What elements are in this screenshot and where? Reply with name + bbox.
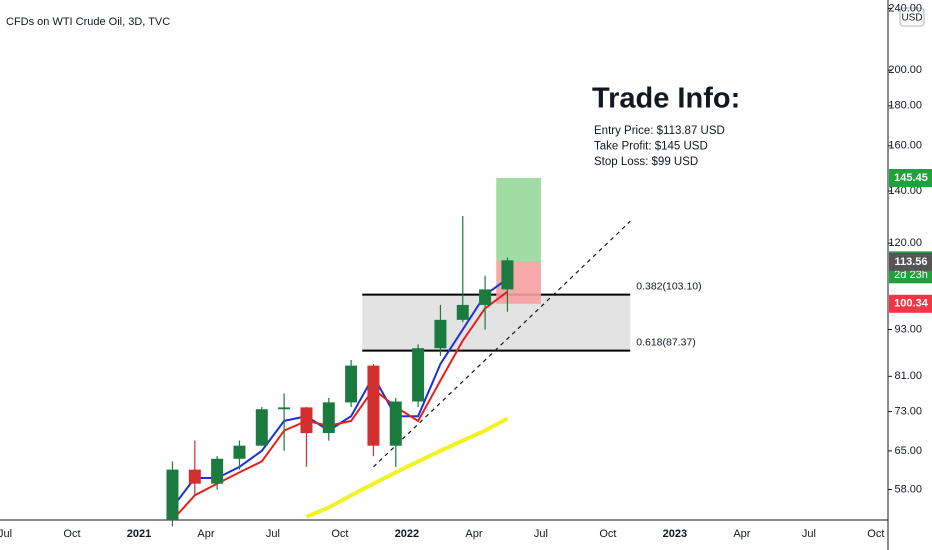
fib-zone [362, 294, 631, 351]
price-badge [889, 252, 932, 271]
x-tick-label: Oct [867, 528, 884, 540]
y-tick-label: 140.00 [888, 185, 922, 197]
x-tick-label: 2022 [395, 528, 419, 540]
candle-body [456, 304, 469, 320]
y-tick-label: 73.00 [894, 405, 922, 417]
x-tick-label: Jul [0, 528, 12, 540]
price-badge-countdown: 2d 23h [894, 269, 928, 281]
y-tick-label: 81.00 [894, 370, 922, 382]
annotation-line: Stop Loss: $99 USD [594, 156, 698, 168]
moving-average-line [171, 290, 509, 521]
candle-body [501, 260, 514, 290]
y-tick-label: 120.00 [888, 237, 922, 249]
price-badge-label: 113.56 [894, 256, 927, 268]
candle-body [322, 402, 335, 434]
plot-layer: 0.382(103.10) 0.618(87.37) [166, 178, 702, 527]
x-tick-label: Oct [331, 528, 348, 540]
y-tick-label: 58.00 [894, 483, 922, 495]
trend-line [373, 220, 631, 468]
annotation-line: Take Profit: $145 USD [594, 141, 708, 153]
annotation-line: Entry Price: $113.87 USD [594, 125, 725, 137]
y-tick-label: 200.00 [888, 64, 922, 76]
candle-body [278, 407, 291, 410]
moving-average-line [305, 416, 509, 519]
x-tick-label: 2023 [663, 528, 687, 540]
x-tick-label: Oct [63, 528, 80, 540]
candle-body [188, 469, 201, 484]
take-profit-zone [496, 178, 541, 261]
x-tick-label: Jul [266, 528, 280, 540]
price-badge [889, 294, 932, 313]
price-badge [889, 169, 932, 188]
candle-body [345, 365, 358, 403]
y-tick-label: 240.00 [888, 2, 922, 14]
unit-box [899, 7, 925, 27]
price-badge-label: 145.45 [894, 172, 928, 184]
y-tick-label: 93.00 [894, 323, 922, 335]
y-tick-label: 180.00 [888, 100, 922, 112]
axis-unit: USD [901, 13, 922, 24]
x-tick-label: Oct [599, 528, 616, 540]
annotation-heading: Trade Info: [592, 83, 740, 115]
candle-body [233, 445, 246, 459]
x-tick-label: Jul [534, 528, 548, 540]
candle-body [367, 365, 380, 446]
candle-body [166, 469, 179, 520]
candle-body [300, 407, 313, 434]
x-tick-label: 2021 [127, 528, 151, 540]
candle-body [389, 401, 402, 446]
x-tick-label: Apr [197, 528, 214, 540]
y-tick-label: 160.00 [888, 140, 922, 152]
fib-label: 0.618(87.37) [636, 336, 696, 348]
x-tick-label: Jul [802, 528, 816, 540]
x-tick-label: Apr [465, 528, 482, 540]
chart-title: CFDs on WTI Crude Oil, 3D, TVC [6, 16, 170, 28]
candle-body [211, 458, 224, 484]
candle-body [479, 289, 492, 305]
candle-body [255, 409, 268, 446]
y-tick-label: 65.00 [894, 445, 922, 457]
fib-label: 0.382(103.10) [636, 280, 701, 292]
candle-body [412, 348, 425, 402]
price-badge-label: 100.34 [894, 298, 929, 310]
candle-body [434, 319, 447, 349]
x-tick-label: Apr [733, 528, 750, 540]
